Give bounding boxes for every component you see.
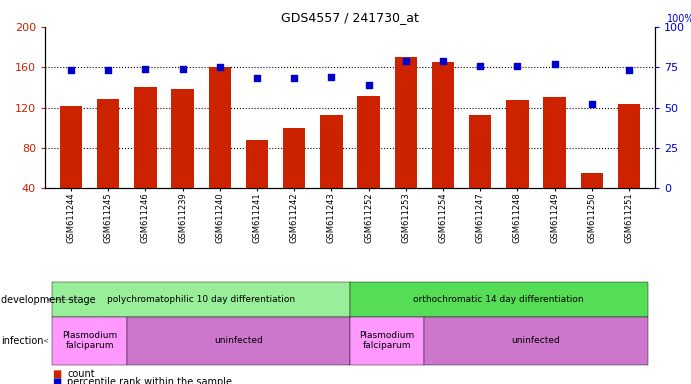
Point bbox=[475, 63, 486, 69]
Text: ■: ■ bbox=[52, 377, 61, 384]
Text: percentile rank within the sample: percentile rank within the sample bbox=[67, 377, 232, 384]
Point bbox=[289, 75, 300, 81]
Bar bbox=[283, 127, 305, 188]
Bar bbox=[580, 173, 603, 188]
Point bbox=[66, 67, 77, 73]
Bar bbox=[320, 114, 343, 188]
Text: 100%: 100% bbox=[668, 14, 691, 24]
Point bbox=[623, 67, 634, 73]
Text: uninfected: uninfected bbox=[511, 336, 560, 345]
Text: count: count bbox=[67, 369, 95, 379]
Bar bbox=[432, 62, 454, 188]
Bar bbox=[134, 88, 157, 188]
Point bbox=[326, 74, 337, 80]
Point bbox=[177, 66, 188, 72]
Point bbox=[252, 75, 263, 81]
Bar bbox=[395, 57, 417, 188]
Text: Plasmodium
falciparum: Plasmodium falciparum bbox=[62, 331, 117, 351]
Point bbox=[549, 61, 560, 67]
Bar bbox=[469, 114, 491, 188]
Bar bbox=[97, 99, 120, 188]
Text: Plasmodium
falciparum: Plasmodium falciparum bbox=[359, 331, 415, 351]
Text: orthochromatic 14 day differentiation: orthochromatic 14 day differentiation bbox=[413, 295, 584, 304]
Point bbox=[512, 63, 523, 69]
Bar bbox=[209, 67, 231, 188]
Bar bbox=[618, 104, 640, 188]
Point bbox=[103, 67, 114, 73]
Bar bbox=[507, 101, 529, 188]
Text: infection: infection bbox=[1, 336, 44, 346]
Point bbox=[437, 58, 448, 64]
Bar bbox=[60, 106, 82, 188]
Point bbox=[400, 58, 411, 64]
Point bbox=[363, 82, 374, 88]
Point bbox=[140, 66, 151, 72]
Point bbox=[214, 64, 225, 70]
Title: GDS4557 / 241730_at: GDS4557 / 241730_at bbox=[281, 11, 419, 24]
Text: ■: ■ bbox=[52, 369, 61, 379]
Bar bbox=[171, 89, 193, 188]
Bar bbox=[543, 98, 566, 188]
Text: polychromatophilic 10 day differentiation: polychromatophilic 10 day differentiatio… bbox=[107, 295, 295, 304]
Text: uninfected: uninfected bbox=[214, 336, 263, 345]
Point bbox=[586, 101, 597, 108]
Bar bbox=[357, 96, 380, 188]
Bar bbox=[246, 140, 268, 188]
Text: development stage: development stage bbox=[1, 295, 95, 305]
